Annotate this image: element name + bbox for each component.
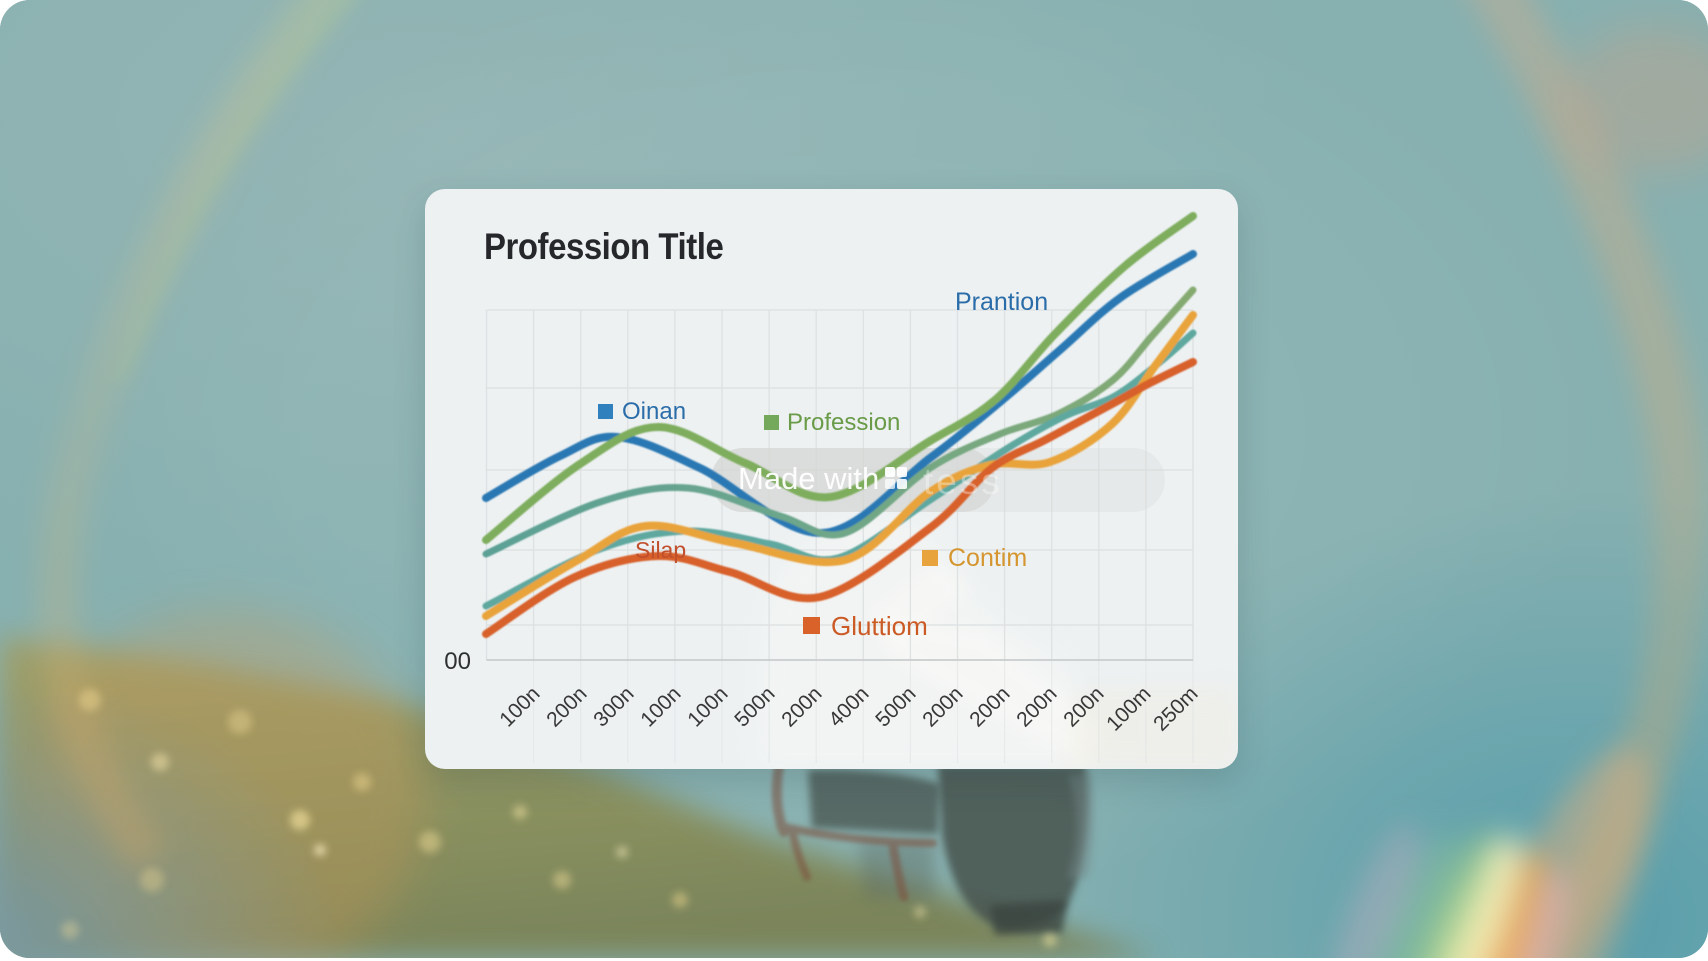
svg-text:400n: 400n bbox=[824, 682, 873, 731]
svg-text:250m: 250m bbox=[1149, 682, 1202, 735]
svg-text:500n: 500n bbox=[871, 682, 920, 731]
svg-text:100n: 100n bbox=[495, 682, 544, 731]
svg-text:200n: 200n bbox=[918, 682, 967, 731]
svg-text:200n: 200n bbox=[965, 682, 1014, 731]
svg-text:Prantion: Prantion bbox=[955, 288, 1048, 316]
svg-text:300n: 300n bbox=[589, 682, 638, 731]
svg-text:Gluttiom: Gluttiom bbox=[831, 611, 928, 641]
svg-text:100n: 100n bbox=[683, 682, 732, 731]
svg-text:200n: 200n bbox=[1059, 682, 1108, 731]
svg-text:200n: 200n bbox=[542, 682, 591, 731]
svg-text:Contim: Contim bbox=[948, 544, 1027, 572]
svg-text:Silap: Silap bbox=[635, 537, 686, 563]
svg-text:200n: 200n bbox=[777, 682, 826, 731]
svg-text:Profession: Profession bbox=[787, 409, 900, 436]
svg-text:100n: 100n bbox=[636, 682, 685, 731]
svg-text:200n: 200n bbox=[1012, 682, 1061, 731]
svg-text:500n: 500n bbox=[730, 682, 779, 731]
svg-text:Made with: Made with bbox=[738, 461, 879, 496]
svg-text:100m: 100m bbox=[1102, 682, 1155, 735]
svg-text:00: 00 bbox=[444, 648, 471, 675]
svg-text:Oinan: Oinan bbox=[622, 398, 686, 425]
svg-text:tess: tess bbox=[923, 461, 1003, 502]
